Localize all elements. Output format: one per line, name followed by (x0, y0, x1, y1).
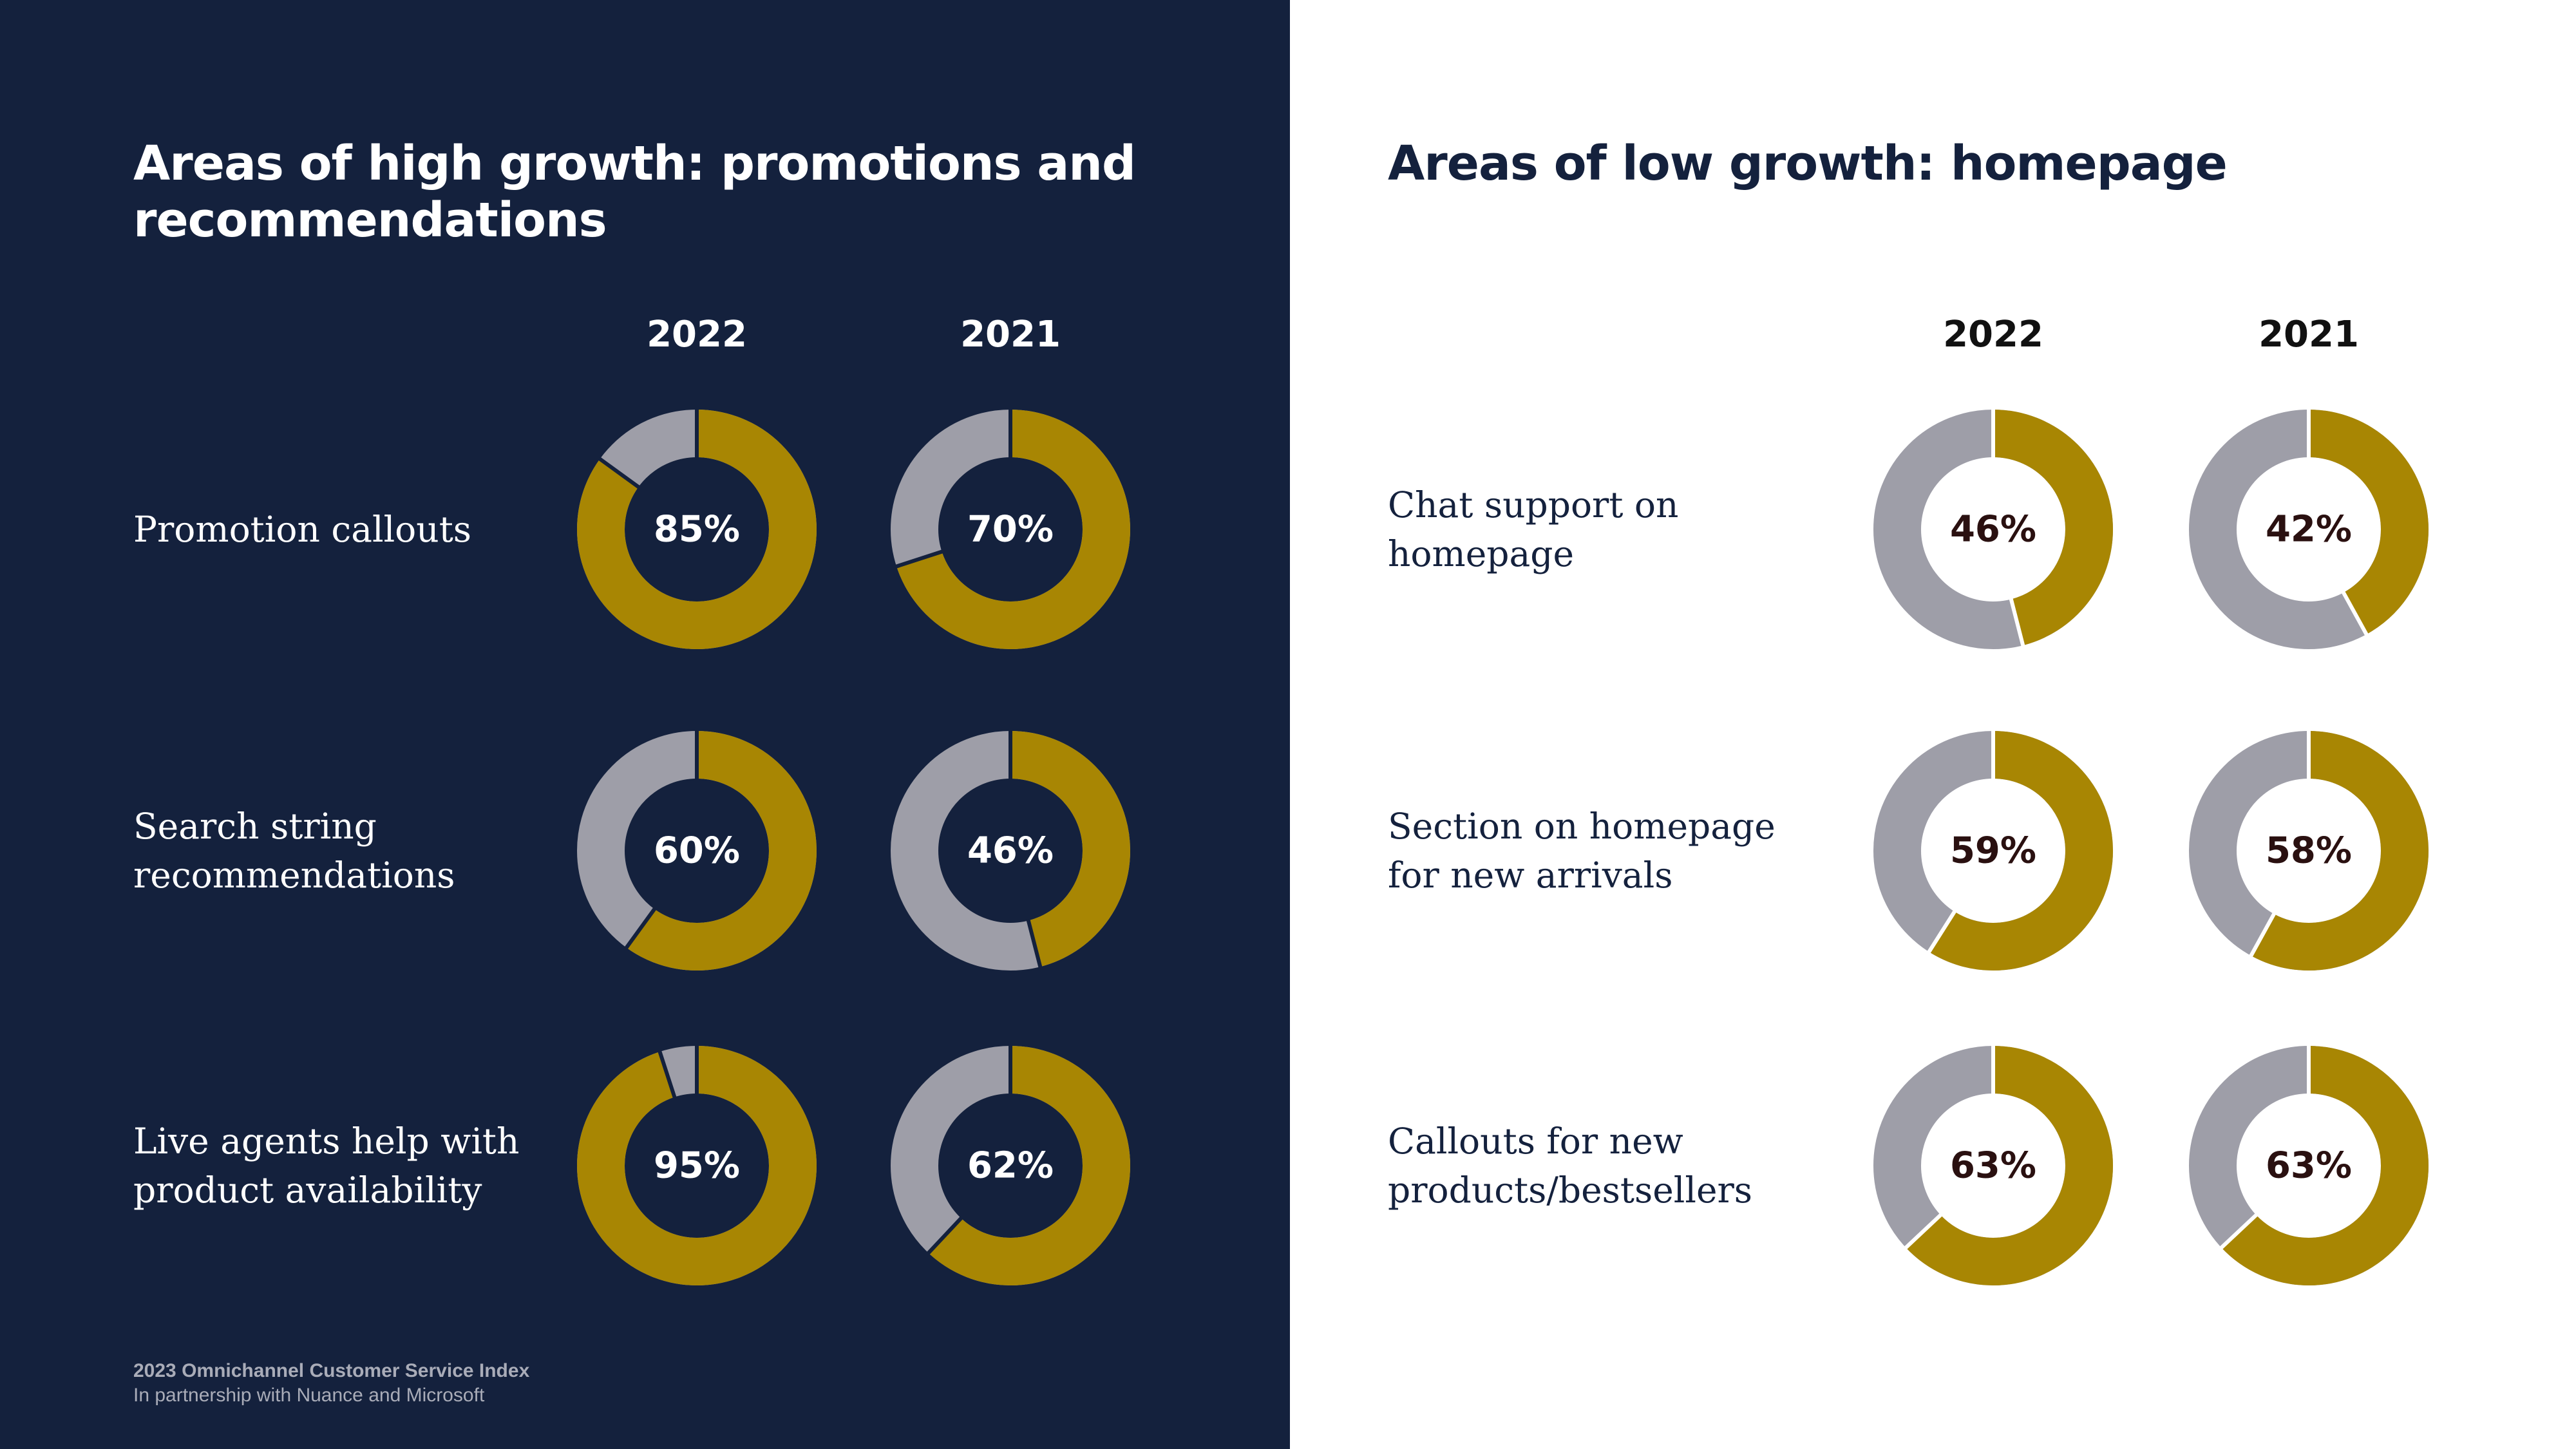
donut-value-label: 46% (967, 830, 1054, 872)
high-growth-donut-live-agents-help-with-product-availability-2021: 62% (891, 1045, 1130, 1285)
low-growth-donut-callouts-for-new-products-bestsellers-2022: 63% (1873, 1045, 2113, 1285)
high-growth-year-header-2021: 2021 (960, 314, 1061, 355)
low-growth-donut-section-on-homepage-for-new-arrivals-2022: 59% (1873, 730, 2113, 971)
low-growth-year-header-2021: 2021 (2259, 314, 2359, 355)
donut-value-label: 58% (2266, 830, 2352, 872)
high-growth-donut-search-string-recommendations-2022: 60% (577, 730, 817, 971)
donut-segment-divider (1926, 909, 1957, 954)
donut-value-label: 59% (1950, 830, 2036, 872)
donut-value-label: 46% (1950, 509, 2036, 551)
donut-segment-divider (2219, 1213, 2259, 1250)
footer-subtitle: In partnership with Nuance and Microsoft (133, 1385, 485, 1406)
donut-segment-divider (2248, 911, 2277, 958)
high-growth-donut-promotion-callouts-2021: 70% (891, 408, 1130, 649)
donut-value-label: 85% (654, 509, 740, 551)
high-growth-donut-search-string-recommendations-2021: 46% (891, 730, 1130, 971)
donut-value-label: 60% (654, 830, 740, 872)
donut-value-label: 70% (967, 509, 1054, 551)
low-growth-row-label-callouts-for-new-products-bestsellers: Callouts for new products/bestsellers (1388, 1121, 1753, 1211)
donut-segment-divider (598, 457, 641, 489)
high-growth-year-header-2022: 2022 (647, 314, 747, 355)
high-growth-row-label-search-string-recommendations: Search string recommendations (133, 806, 455, 896)
donut-segment-divider (1903, 1213, 1943, 1250)
low-growth-year-header-2022: 2022 (1943, 314, 2043, 355)
low-growth-row-label-chat-support-on-homepage: Chat support on homepage (1388, 484, 1679, 574)
donut-value-label: 42% (2266, 509, 2352, 551)
donut-segment-divider (658, 1050, 677, 1099)
low-growth-donut-callouts-for-new-products-bestsellers-2021: 63% (2189, 1045, 2429, 1285)
donut-segment-divider (895, 549, 944, 569)
low-growth-donut-chat-support-on-homepage-2022: 46% (1873, 408, 2113, 649)
donut-segment-divider (2009, 597, 2025, 647)
footer-title: 2023 Omnichannel Customer Service Index (133, 1360, 530, 1381)
low-growth-donut-section-on-homepage-for-new-arrivals-2021: 58% (2189, 730, 2429, 971)
donut-value-label: 63% (1950, 1145, 2036, 1187)
high-growth-title: Areas of high growth: promotions and rec… (133, 136, 1136, 248)
high-growth-donut-promotion-callouts-2022: 85% (577, 408, 817, 649)
donut-segment-divider (926, 1216, 963, 1256)
low-growth-donut-chat-support-on-homepage-2021: 42% (2189, 408, 2429, 649)
donut-value-label: 62% (967, 1145, 1054, 1187)
donut-segment-divider (1026, 918, 1043, 969)
high-growth-row-label-live-agents-help-with-product-availability: Live agents help with product availabili… (133, 1121, 520, 1211)
low-growth-title: Areas of low growth: homepage (1388, 136, 2228, 191)
donut-segment-divider (2341, 590, 2369, 637)
high-growth-row-label-promotion-callouts: Promotion callouts (133, 509, 472, 550)
donut-value-label: 63% (2266, 1145, 2352, 1187)
donut-segment-divider (624, 907, 657, 950)
donut-value-label: 95% (654, 1145, 740, 1187)
low-growth-row-label-section-on-homepage-for-new-arrivals: Section on homepage for new arrivals (1388, 806, 1776, 896)
high-growth-donut-live-agents-help-with-product-availability-2022: 95% (577, 1045, 817, 1285)
